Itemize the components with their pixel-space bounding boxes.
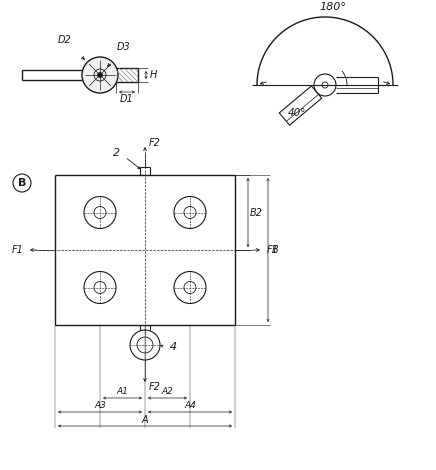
Text: A: A (142, 415, 148, 425)
Text: A1: A1 (116, 387, 129, 397)
Text: H: H (149, 70, 157, 80)
Text: F2: F2 (149, 382, 161, 392)
Circle shape (98, 72, 102, 78)
Text: 2: 2 (113, 148, 121, 158)
Text: 4: 4 (170, 342, 177, 352)
Text: B: B (18, 178, 26, 188)
Text: F1: F1 (267, 245, 279, 255)
Text: D1: D1 (120, 94, 134, 104)
Circle shape (82, 57, 118, 93)
Text: A2: A2 (162, 387, 174, 397)
Text: A4: A4 (184, 401, 196, 410)
Text: B: B (272, 245, 278, 255)
Text: 40°: 40° (288, 108, 306, 118)
Text: F2: F2 (149, 138, 161, 148)
Text: A3: A3 (94, 401, 106, 410)
Text: F1: F1 (12, 245, 24, 255)
Text: B2: B2 (249, 207, 262, 218)
Text: 180°: 180° (320, 2, 347, 12)
Text: D3: D3 (117, 42, 131, 52)
Text: D2: D2 (58, 35, 72, 45)
